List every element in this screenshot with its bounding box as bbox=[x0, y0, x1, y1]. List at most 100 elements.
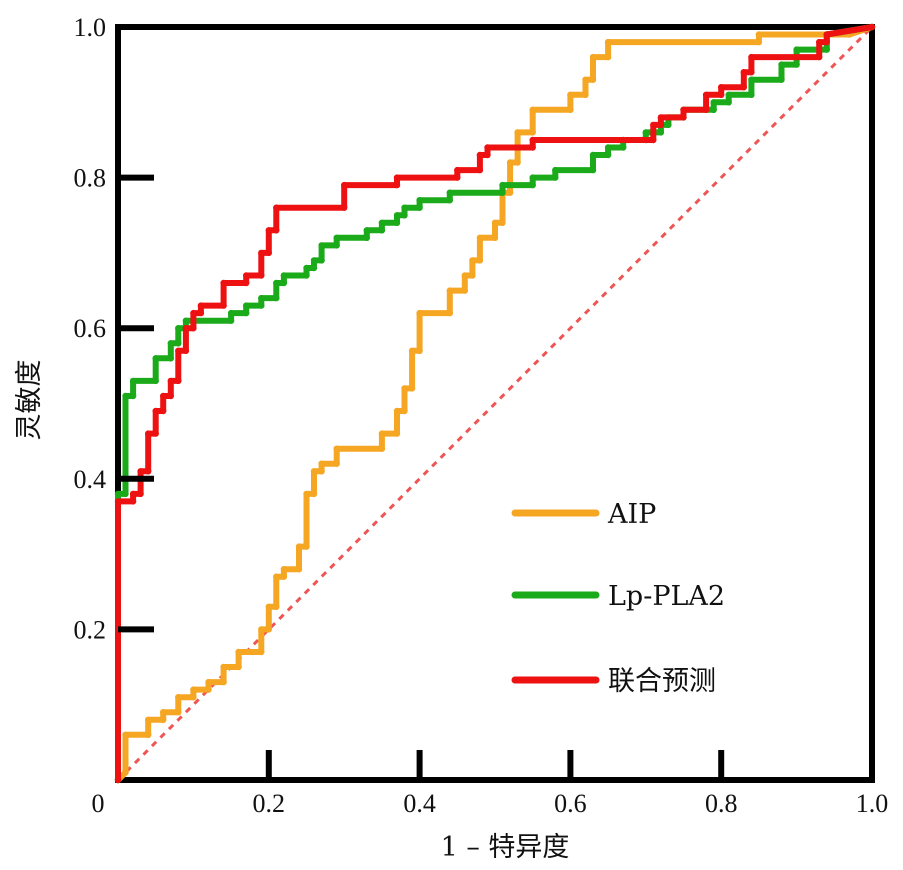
series-2-point bbox=[310, 257, 318, 264]
series-1-point bbox=[265, 603, 272, 610]
series-1-point bbox=[476, 234, 484, 241]
series-3-point bbox=[718, 84, 725, 91]
x-tick-label: 0.2 bbox=[253, 789, 286, 818]
series-1-point bbox=[416, 347, 423, 354]
series-1-point bbox=[145, 716, 152, 723]
series-2-point bbox=[243, 309, 250, 317]
series-3-point bbox=[454, 166, 461, 174]
series-1-point bbox=[416, 309, 423, 317]
y-tick-label: 0.2 bbox=[74, 615, 107, 644]
series-3-point bbox=[273, 204, 280, 211]
series-1-point bbox=[529, 106, 536, 114]
series-3-point bbox=[190, 325, 197, 332]
series-2-point bbox=[363, 227, 370, 234]
series-2-point bbox=[710, 106, 717, 114]
series-2-point bbox=[114, 490, 122, 498]
series-3-point bbox=[167, 377, 174, 385]
series-3-point bbox=[160, 392, 167, 400]
series-3-point bbox=[657, 114, 665, 121]
series-3-point bbox=[243, 279, 250, 287]
series-2-point bbox=[446, 197, 453, 204]
series-3-point bbox=[740, 69, 747, 76]
series-2-point bbox=[167, 355, 174, 362]
series-2-point bbox=[401, 204, 408, 211]
series-1-point bbox=[491, 234, 499, 241]
series-1-point bbox=[310, 468, 318, 475]
series-2-point bbox=[823, 46, 830, 53]
series-2-point bbox=[122, 490, 129, 498]
series-1-point bbox=[469, 257, 476, 264]
series-2-point bbox=[416, 197, 423, 204]
series-3-point bbox=[650, 121, 657, 129]
y-tick-label: 0.8 bbox=[74, 164, 107, 193]
series-2-point bbox=[333, 242, 340, 249]
series-2-point bbox=[416, 204, 423, 211]
series-1-point bbox=[190, 686, 197, 693]
series-1-point bbox=[310, 490, 318, 498]
series-3-point bbox=[273, 227, 280, 234]
series-2-point bbox=[620, 144, 627, 151]
series-2-point bbox=[529, 181, 536, 189]
series-2-point bbox=[303, 264, 310, 272]
series-3-point bbox=[175, 377, 182, 385]
series-3-point bbox=[197, 309, 205, 317]
series-1-point bbox=[303, 490, 310, 498]
series-2-point bbox=[152, 377, 159, 385]
series-3-point bbox=[258, 272, 265, 279]
series-2-point bbox=[129, 392, 137, 400]
series-3-point bbox=[167, 392, 174, 400]
series-2-point bbox=[642, 129, 649, 136]
series-1-point bbox=[582, 76, 589, 83]
series-2-point bbox=[748, 91, 755, 99]
series-1-point bbox=[122, 769, 129, 776]
series-2-point bbox=[318, 242, 325, 249]
series-1-point bbox=[461, 287, 468, 294]
series-3-point bbox=[816, 53, 823, 61]
series-3-point bbox=[114, 498, 122, 505]
series-3-point bbox=[182, 325, 190, 332]
series-1-point bbox=[175, 694, 182, 701]
series-1-point bbox=[235, 663, 242, 671]
series-3-point bbox=[265, 249, 272, 257]
series-2-point bbox=[280, 272, 288, 279]
series-2-point bbox=[401, 212, 408, 219]
series-3-point bbox=[182, 347, 190, 354]
series-2-point bbox=[227, 317, 235, 324]
series-3-point bbox=[129, 498, 137, 505]
y-axis-title: 灵敏度 bbox=[14, 360, 45, 441]
series-2-point bbox=[258, 302, 265, 309]
series-2-point bbox=[175, 340, 182, 347]
legend-label: AIP bbox=[607, 499, 656, 530]
plot-frame bbox=[115, 24, 875, 783]
series-2-point bbox=[122, 392, 129, 400]
series-1-point bbox=[401, 385, 408, 392]
series-1-point bbox=[175, 709, 182, 716]
series-3-point bbox=[484, 144, 491, 151]
series-2-point bbox=[748, 76, 755, 83]
series-1-point bbox=[122, 731, 129, 738]
series-3-group bbox=[114, 23, 876, 784]
series-1-point bbox=[220, 663, 227, 671]
series-2-point bbox=[589, 166, 597, 174]
series-2-point bbox=[793, 61, 800, 68]
series-1-point bbox=[589, 76, 597, 83]
series-2-point bbox=[129, 377, 137, 385]
series-1-point bbox=[446, 287, 453, 294]
series-2-point bbox=[182, 317, 190, 324]
series-1-point bbox=[145, 731, 152, 738]
series-3-point bbox=[484, 151, 491, 159]
series-2-point bbox=[710, 99, 717, 106]
x-tick-label: 1.0 bbox=[856, 789, 889, 818]
series-3-point bbox=[160, 407, 167, 415]
series-1-point bbox=[378, 430, 386, 437]
series-3-point bbox=[529, 136, 536, 144]
series-2-point bbox=[273, 294, 280, 302]
series-3-point bbox=[393, 181, 401, 189]
reference-diagonal bbox=[116, 25, 874, 782]
series-1-point bbox=[273, 603, 280, 610]
series-3-point bbox=[341, 181, 348, 189]
series-2-point bbox=[393, 219, 401, 226]
series-1-point bbox=[160, 709, 167, 716]
series-1-point bbox=[190, 694, 197, 701]
series-3-point bbox=[341, 204, 348, 211]
